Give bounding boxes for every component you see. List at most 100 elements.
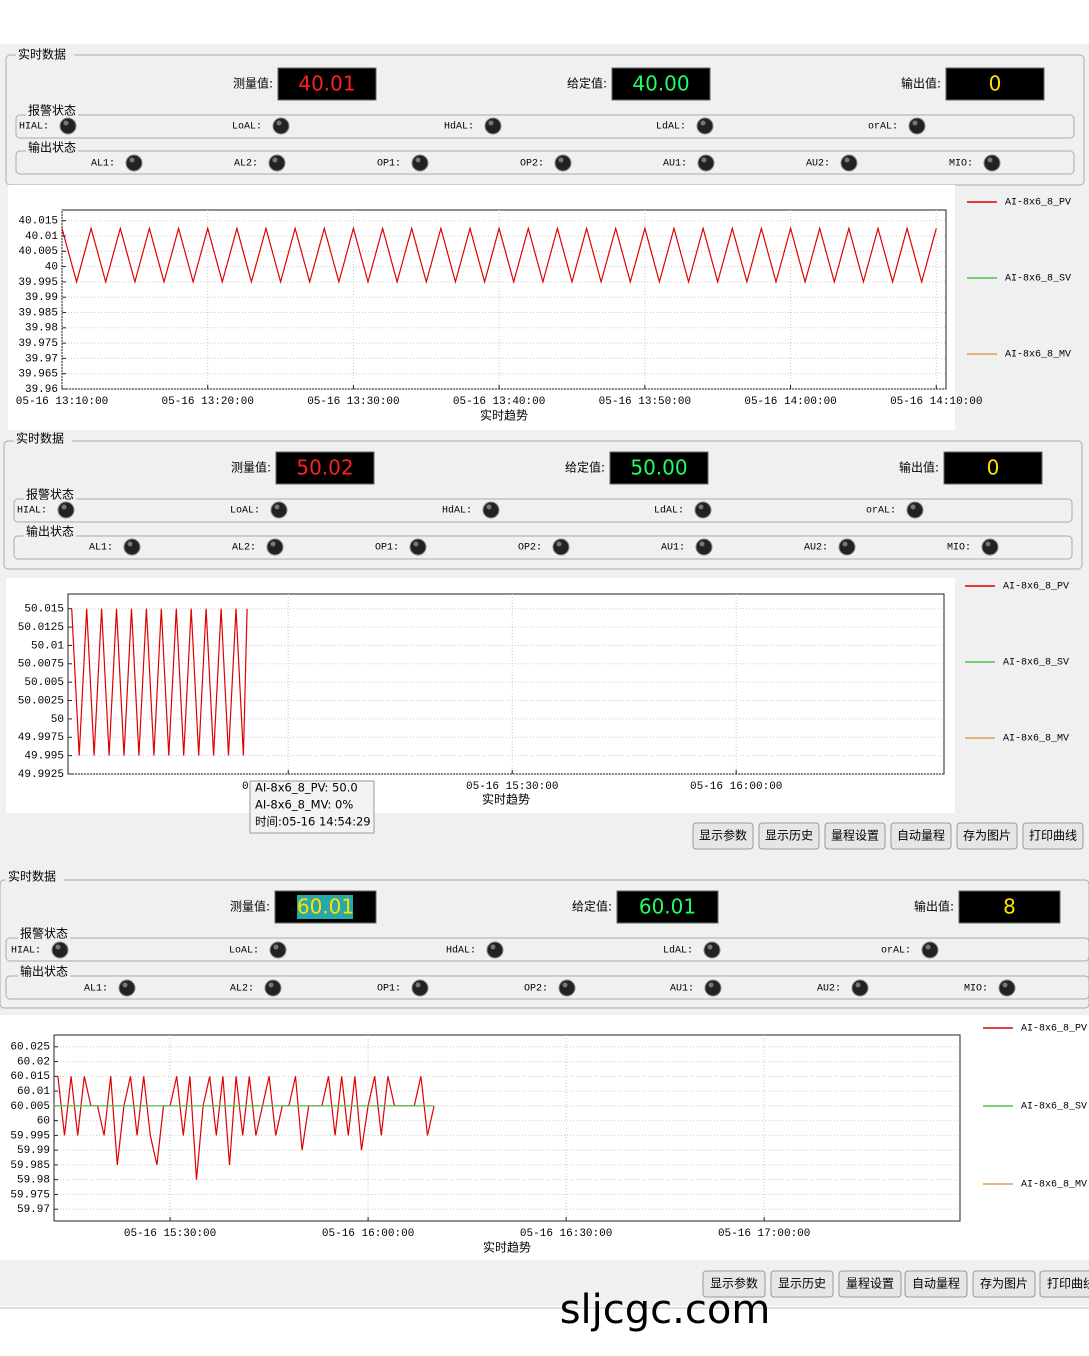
status-led	[921, 941, 939, 959]
status-title: 输出状态	[20, 964, 68, 979]
led-shine	[698, 504, 704, 510]
y-tick-label: 40	[45, 262, 58, 274]
status-title: 报警状态	[28, 103, 76, 118]
led-shine	[55, 944, 61, 950]
readout-box	[277, 67, 377, 101]
status-label: LoAL:	[229, 946, 259, 957]
toolbar-button[interactable]	[1039, 1270, 1089, 1298]
led-shine	[122, 982, 128, 988]
button-label: 自动量程	[897, 828, 945, 843]
status-box	[13, 535, 1073, 560]
y-tick-label: 50.005	[24, 677, 64, 689]
status-title-bg	[18, 926, 70, 942]
x-axis-title: 实时趋势	[480, 408, 528, 423]
toolbar-button[interactable]	[758, 822, 820, 850]
readout-value: 60.01	[297, 895, 354, 919]
status-led	[411, 154, 429, 172]
readout-label: 测量值:	[233, 76, 273, 91]
x-tick-label: 05-16 16:30:00	[520, 1228, 612, 1240]
status-label: AL1:	[84, 984, 108, 995]
readout-box	[945, 67, 1045, 101]
toolbar-button[interactable]	[956, 822, 1018, 850]
status-label: OP2:	[518, 543, 542, 554]
status-led	[264, 979, 282, 997]
status-label: LoAL:	[232, 122, 262, 133]
led-shine	[486, 504, 492, 510]
status-label: AL2:	[234, 159, 258, 170]
status-led	[409, 538, 427, 556]
status-led	[51, 941, 69, 959]
led-shine	[987, 157, 993, 163]
status-title-bg	[18, 964, 70, 980]
button-label: 量程设置	[831, 828, 879, 843]
led-shine	[842, 541, 848, 547]
status-led	[411, 979, 429, 997]
group-title: 实时数据	[16, 431, 64, 446]
status-led	[704, 979, 722, 997]
x-tick-label: 05-16 15:30:00	[124, 1228, 216, 1240]
readout-label: 给定值:	[565, 460, 605, 475]
status-led	[270, 501, 288, 519]
status-box	[15, 150, 1075, 175]
readout-label: 给定值:	[572, 899, 612, 914]
x-axis-title: 实时趋势	[483, 1240, 531, 1255]
y-tick-label: 60.01	[17, 1086, 50, 1098]
status-label: MIO:	[949, 159, 973, 170]
y-tick-label: 60.015	[10, 1071, 50, 1083]
x-tick-label: 05-16 13:10:00	[16, 396, 108, 408]
status-title: 输出状态	[26, 524, 74, 539]
x-tick-label: 05-16 16:00:00	[690, 781, 782, 793]
status-label: AL2:	[232, 543, 256, 554]
legend-label: AI-8x6_8_MV	[1003, 734, 1069, 745]
toolbar-button[interactable]	[1022, 822, 1084, 850]
led-shine	[562, 982, 568, 988]
readout-box	[616, 890, 719, 924]
button-label: 自动量程	[912, 1276, 960, 1291]
status-label: OP1:	[375, 543, 399, 554]
toolbar-button[interactable]	[702, 1270, 766, 1298]
toolbar-button[interactable]	[692, 822, 754, 850]
y-tick-label: 49.9925	[18, 769, 64, 781]
status-label: MIO:	[964, 984, 988, 995]
toolbar-button[interactable]	[824, 822, 886, 850]
status-label: HIAL:	[19, 122, 49, 133]
text-selection	[297, 895, 353, 919]
legend-label: AI-8x6_8_PV	[1005, 198, 1071, 209]
led-shine	[413, 541, 419, 547]
group-title-bg	[16, 47, 74, 63]
toolbar-button[interactable]	[838, 1270, 902, 1298]
status-led	[482, 501, 500, 519]
led-shine	[699, 541, 705, 547]
led-shine	[272, 157, 278, 163]
y-tick-label: 40.015	[18, 216, 58, 228]
status-led	[554, 154, 572, 172]
led-shine	[556, 541, 562, 547]
status-label: OP1:	[377, 159, 401, 170]
status-led	[696, 117, 714, 135]
status-label: AU1:	[661, 543, 685, 554]
readout-box	[275, 451, 375, 485]
plot-area	[53, 1034, 961, 1222]
readout-label: 测量值:	[230, 899, 270, 914]
readout-box	[609, 451, 709, 485]
toolbar-button[interactable]	[904, 1270, 968, 1298]
led-shine	[415, 157, 421, 163]
status-label: LdAL:	[663, 945, 693, 957]
y-tick-label: 50.0125	[18, 622, 64, 634]
toolbar-button[interactable]	[770, 1270, 834, 1298]
toolbar-button[interactable]	[890, 822, 952, 850]
tooltip-line: 时间:05-16 14:54:29	[255, 815, 371, 829]
y-tick-label: 39.99	[25, 292, 58, 304]
status-led	[57, 501, 75, 519]
led-shine	[855, 982, 861, 988]
tooltip-line: AI-8x6_8_MV: 0%	[255, 798, 353, 812]
readout-value: 50.02	[296, 456, 353, 480]
status-led	[998, 979, 1016, 997]
footer-bg	[0, 1306, 1089, 1356]
toolbar-button[interactable]	[972, 1270, 1036, 1298]
plot-area	[61, 209, 947, 390]
readout-box	[943, 451, 1043, 485]
led-shine	[844, 157, 850, 163]
status-led	[268, 154, 286, 172]
x-tick-label: 05-16 17:00:00	[718, 1228, 810, 1240]
